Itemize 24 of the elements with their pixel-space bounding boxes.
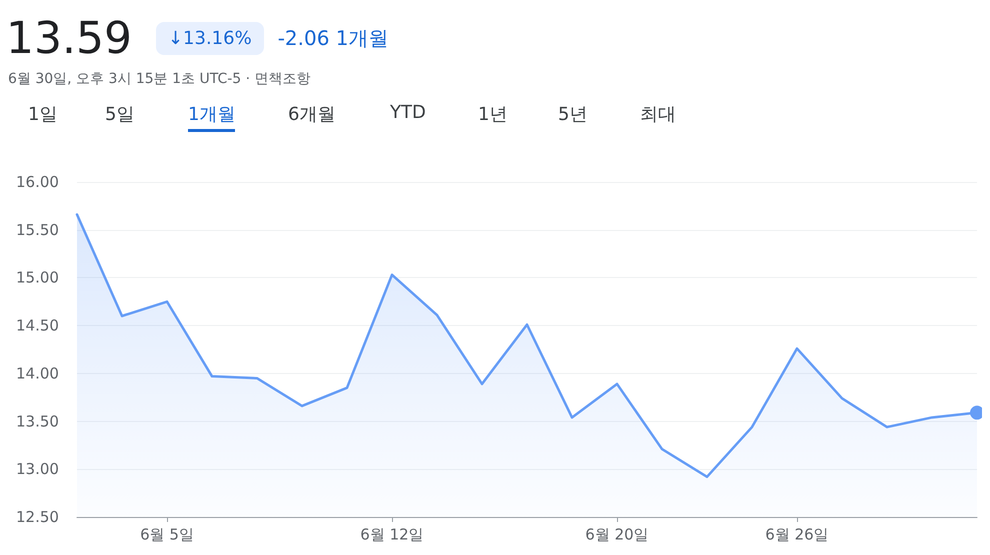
y-tick-label: 14.00 [16, 364, 59, 382]
y-tick-label: 15.50 [16, 220, 59, 239]
text: 1년 [478, 103, 508, 127]
text: 최대 [640, 103, 676, 127]
y-tick-label: 16.00 [16, 173, 59, 191]
chart-subtitle: 6월 30일, 오후 3시 15분 1초 UTC-5 · 면책조항 [8, 70, 312, 88]
x-tick-label: 6월 5일 [140, 526, 194, 544]
y-tick-label: 13.00 [16, 460, 59, 478]
text: 1일 [28, 103, 58, 127]
y-tick-label: 15.00 [16, 268, 59, 287]
y-tick-label: 12.50 [16, 508, 59, 526]
text: -2.06 1개월 [278, 24, 389, 52]
text: 1개월 [188, 102, 236, 132]
x-tick-label: 6월 12일 [360, 526, 424, 544]
text: 5일 [105, 103, 134, 127]
text: YTD [390, 102, 426, 125]
x-tick-label: 6월 20일 [585, 526, 649, 544]
x-tick-label: 6월 26일 [765, 526, 829, 544]
text: 5년 [558, 103, 588, 127]
text: 6개월 [288, 103, 336, 127]
y-tick-label: 14.50 [16, 316, 59, 335]
y-tick-label: 13.50 [16, 412, 59, 430]
text: ↓13.16% [156, 22, 264, 54]
chart-title: 13.59 [6, 12, 132, 64]
